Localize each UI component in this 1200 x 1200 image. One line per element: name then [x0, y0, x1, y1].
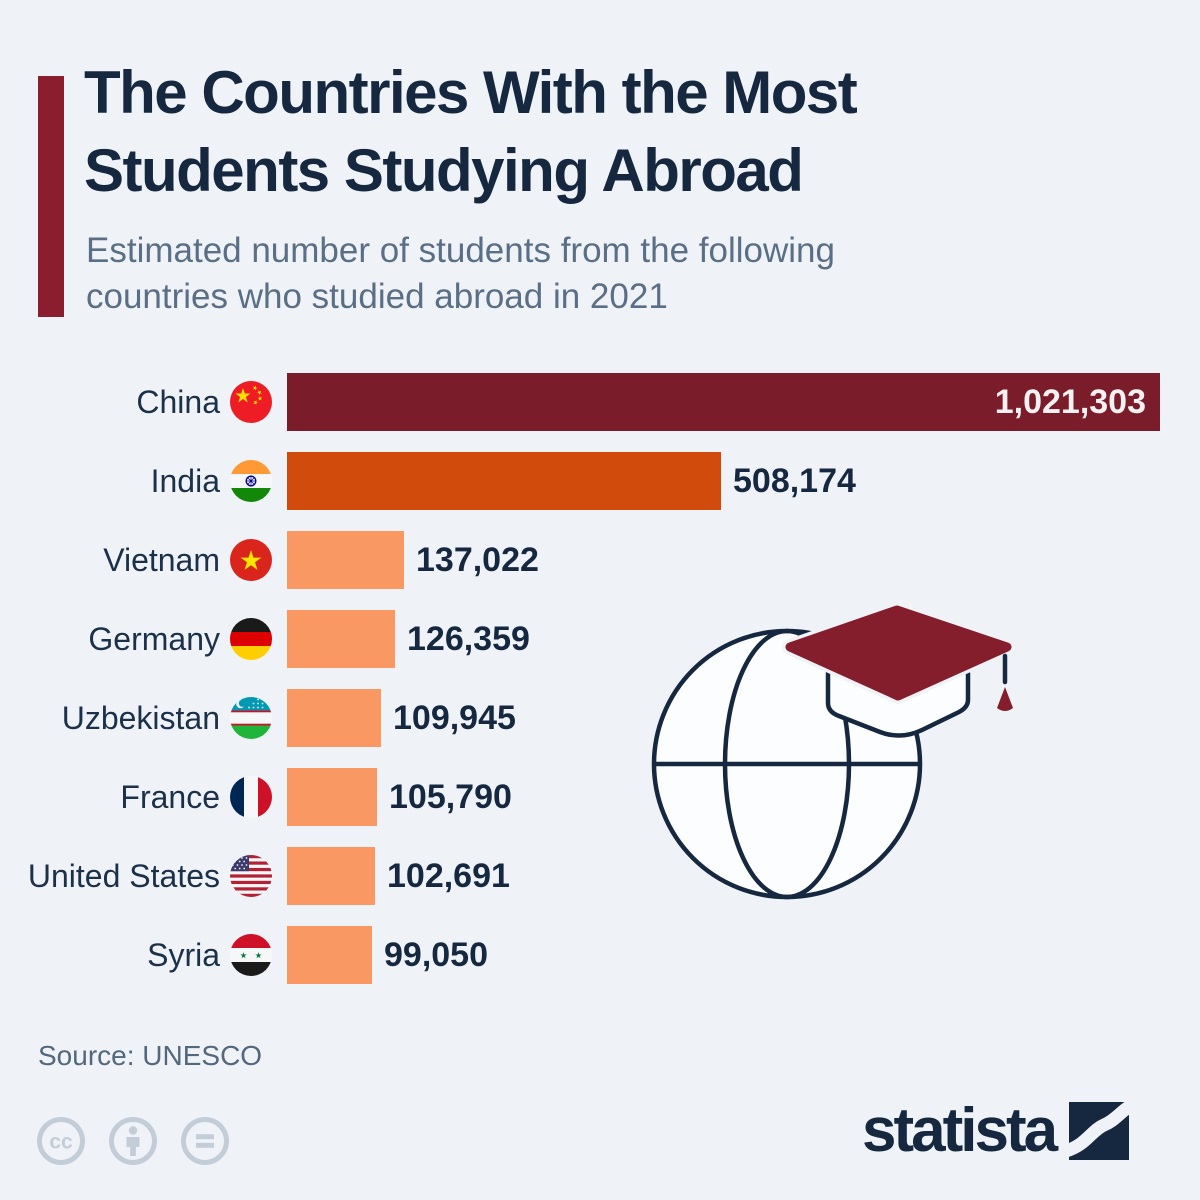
- bar-row-germany: Germany 126,359: [0, 610, 1200, 668]
- bar-vietnam: [287, 531, 404, 589]
- page-title-line1: The Countries With the Most: [84, 59, 858, 126]
- page-title-line2: Students Studying Abroad: [84, 137, 804, 204]
- bar-value: 137,022: [416, 541, 539, 579]
- equals-icon: [181, 1117, 229, 1165]
- country-label: Uzbekistan: [61, 700, 220, 736]
- country-label: United States: [27, 858, 220, 894]
- france-flag-icon: [230, 776, 272, 818]
- license-icons: cc: [36, 1116, 230, 1166]
- page-subtitle-line1: Estimated number of students from the fo…: [86, 231, 835, 270]
- cc-icon: cc: [37, 1117, 85, 1165]
- country-label: France: [120, 779, 220, 815]
- bar-row-france: France 105,790: [0, 768, 1200, 826]
- bar-value: 126,359: [407, 620, 530, 658]
- country-label: Syria: [147, 937, 220, 973]
- syria-flag-icon: [230, 934, 272, 976]
- bar-value: 1,021,303: [994, 383, 1146, 421]
- bar-united-states: [287, 847, 375, 905]
- attribution-icon: [109, 1117, 157, 1165]
- bar-row-uzbekistan: Uzbekistan 109,945: [0, 689, 1200, 747]
- china-flag-icon: [230, 381, 272, 423]
- source-note: Source: UNESCO: [38, 1040, 263, 1071]
- bar-value: 102,691: [387, 857, 510, 895]
- bar-uzbekistan: [287, 689, 381, 747]
- title-accent-bar: [38, 76, 64, 317]
- statista-wordmark: statista: [862, 1096, 1058, 1165]
- bar-china: [287, 373, 1160, 431]
- india-flag-icon: [230, 460, 272, 502]
- globe-graduation-illustration: [635, 593, 1035, 923]
- globe-graduation-cap-icon: [651, 602, 1015, 900]
- bar-india: [287, 452, 721, 510]
- bar-france: [287, 768, 377, 826]
- country-label: Germany: [88, 621, 220, 657]
- vietnam-flag-icon: [230, 539, 272, 581]
- page-title: The Countries With the Most Students Stu…: [84, 54, 1164, 210]
- bar-row-united-states: United States 102,: [0, 847, 1200, 905]
- bar-row-china: China 1,021,303: [0, 373, 1200, 431]
- statista-logo: statista: [862, 1096, 1130, 1165]
- bar-germany: [287, 610, 395, 668]
- germany-flag-icon: [230, 618, 272, 660]
- bar-value: 105,790: [389, 778, 512, 816]
- bar-value: 99,050: [384, 936, 488, 974]
- bar-syria: [287, 926, 372, 984]
- country-label: Vietnam: [103, 542, 220, 578]
- bar-row-india: India 508,174: [0, 452, 1200, 510]
- page-subtitle: Estimated number of students from the fo…: [86, 228, 1086, 320]
- svg-text:cc: cc: [49, 1131, 73, 1154]
- united-states-flag-icon: [230, 855, 272, 897]
- bar-row-vietnam: Vietnam 137,022: [0, 531, 1200, 589]
- bar-row-syria: Syria 99,050: [0, 926, 1200, 984]
- uzbekistan-flag-icon: [230, 697, 272, 739]
- bar-value: 109,945: [393, 699, 516, 737]
- bar-value: 508,174: [733, 462, 856, 500]
- statista-logo-icon: [1069, 1102, 1130, 1160]
- country-label: China: [136, 384, 220, 420]
- page-subtitle-line2: countries who studied abroad in 2021: [86, 277, 668, 316]
- country-label: India: [150, 463, 220, 499]
